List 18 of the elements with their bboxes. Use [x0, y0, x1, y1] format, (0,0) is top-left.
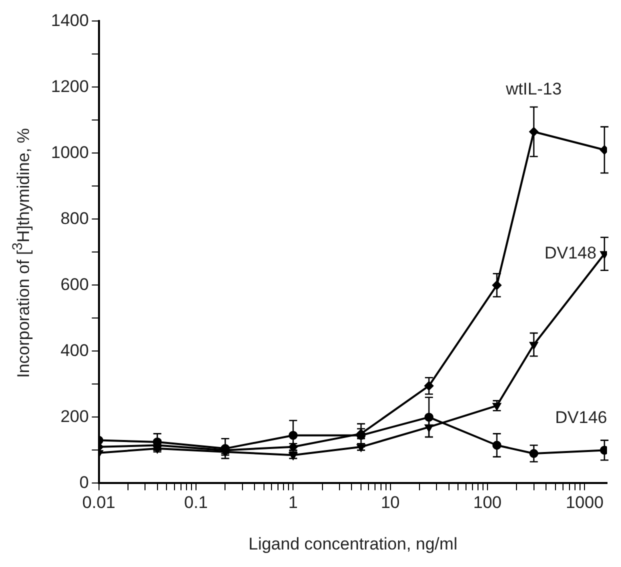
series-label: DV148 [544, 244, 596, 263]
y-tick-label: 1000 [50, 142, 89, 162]
series-label: DV146 [555, 408, 608, 427]
x-axis-title: Ligand concentration, ng/ml [248, 534, 458, 554]
x-tick-label: 0.01 [82, 493, 116, 512]
y-tick-label: 0 [79, 472, 89, 492]
x-tick-label: 10 [380, 493, 400, 512]
x-tick-label: 100 [473, 493, 502, 512]
x-tick-label: 1 [288, 493, 298, 512]
x-tick-label: 0.1 [184, 493, 208, 512]
y-tick-label: 600 [60, 274, 89, 294]
x-tick-label: 1000 [566, 493, 604, 512]
y-tick-label: 200 [60, 406, 89, 426]
y-tick-label: 1400 [50, 10, 89, 30]
y-tick-label: 400 [60, 340, 89, 360]
text: wtIL-13 [504, 79, 562, 98]
y-tick-label: 1200 [50, 76, 89, 96]
y-tick-label: 800 [60, 208, 89, 228]
